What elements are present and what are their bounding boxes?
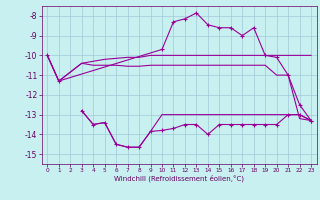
X-axis label: Windchill (Refroidissement éolien,°C): Windchill (Refroidissement éolien,°C) xyxy=(114,175,244,182)
